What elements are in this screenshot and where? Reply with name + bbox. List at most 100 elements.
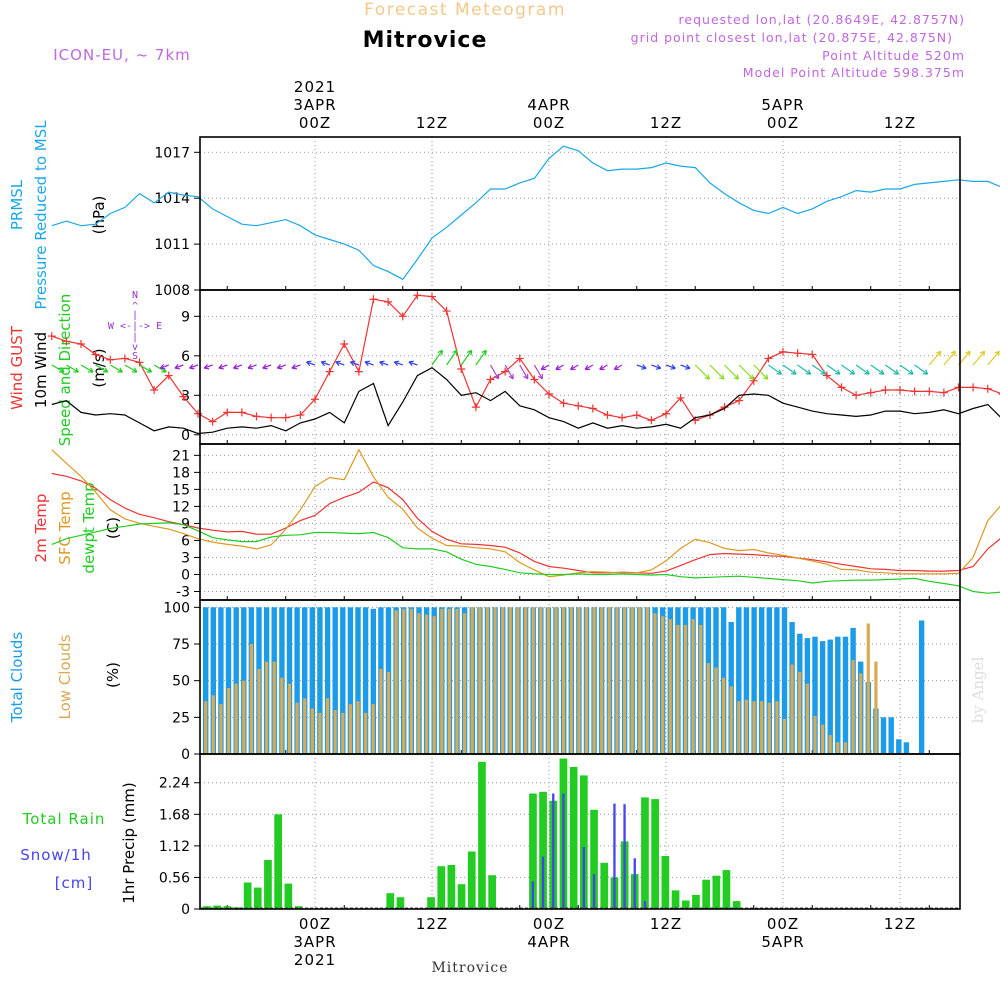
- low-cloud-bar: [379, 668, 383, 754]
- snow-bar: [562, 793, 565, 909]
- gust-point: [91, 350, 100, 359]
- ytick-label-clouds: 0: [181, 747, 190, 763]
- gust-point: [618, 413, 627, 422]
- low-cloud-bar: [584, 607, 589, 754]
- low-cloud-bar: [539, 607, 543, 754]
- low-cloud-bar: [386, 671, 391, 754]
- gust-point: [471, 403, 480, 412]
- ytick-label-pressure: 1011: [154, 237, 190, 253]
- series-prmsl: [51, 145, 1000, 281]
- info-line-2: grid point closest lon,lat (20.875E, 42.…: [631, 30, 953, 45]
- bottom-time-label: 00Z: [767, 915, 799, 933]
- total-cloud-bar: [918, 620, 925, 754]
- wind-direction-arrow: [460, 349, 473, 366]
- low-cloud-bar: [440, 608, 444, 754]
- wind-direction-arrow: [811, 364, 826, 375]
- rain-bar: [274, 814, 282, 909]
- ytick-label-temperature: 21: [172, 448, 190, 464]
- low-cloud-bar: [516, 607, 520, 754]
- top-time-label: 12Z: [650, 114, 682, 132]
- gust-point: [354, 367, 363, 376]
- wind-direction-arrow: [928, 350, 942, 366]
- gust-point: [179, 392, 188, 401]
- compass-we: W <-|-> E: [108, 321, 162, 332]
- total-cloud-bar: [903, 742, 910, 754]
- ytick-label-clouds: 75: [172, 637, 190, 653]
- total-cloud-bar: [241, 607, 247, 754]
- low-cloud-bar: [318, 712, 322, 754]
- panel-clouds: 0 25 50 75 100: [163, 599, 961, 763]
- low-cloud-bar: [371, 704, 375, 754]
- total-cloud-bar: [225, 607, 232, 754]
- wind-direction-arrow: [232, 364, 243, 370]
- snow-bar: [623, 804, 626, 909]
- wind-direction-arrow: [914, 364, 929, 375]
- gust-point: [47, 332, 56, 341]
- rain-bar: [600, 862, 609, 909]
- wind-direction-arrow: [174, 364, 184, 370]
- low-cloud-bar: [699, 624, 703, 754]
- compass-bar-top: |: [132, 310, 138, 321]
- gust-point: [208, 417, 217, 426]
- wind-direction-arrow: [885, 364, 900, 375]
- gust-point: [515, 354, 524, 363]
- low-cloud-bar: [623, 607, 627, 754]
- total-cloud-bar: [347, 607, 354, 754]
- gust-point: [822, 371, 831, 380]
- total-cloud-bar: [362, 607, 369, 754]
- rain-bar: [437, 866, 446, 909]
- gust-point: [969, 383, 978, 392]
- low-cloud-bar: [706, 663, 710, 754]
- series-10m-wind: [51, 366, 1000, 435]
- wind-direction-arrow: [262, 364, 272, 370]
- gust-point: [925, 387, 934, 396]
- rain-bar: [661, 856, 670, 909]
- low-cloud-bar: [813, 715, 817, 754]
- wind-direction-arrow: [139, 364, 153, 373]
- low-cloud-bar: [722, 677, 726, 754]
- rain-bar: [427, 897, 435, 909]
- low-cloud-bar: [828, 734, 832, 754]
- low-cloud-bar: [402, 608, 406, 754]
- top-time-label: 00Z: [767, 114, 799, 132]
- footer-station: Mitrovice: [431, 960, 508, 976]
- rain-bar: [712, 875, 721, 909]
- gust-point: [428, 292, 436, 301]
- rain-bar: [529, 793, 537, 909]
- cloud-labels: Total Clouds Low Clouds (%): [8, 632, 122, 724]
- ytick-label-precipitation: 1.68: [159, 807, 190, 823]
- rain-bar: [478, 761, 486, 909]
- rain-bar: [702, 879, 710, 909]
- snow-bar: [592, 874, 596, 909]
- ytick-label-temperature: 6: [181, 533, 190, 549]
- total-cloud-bar: [210, 607, 216, 754]
- low-cloud-bar: [447, 608, 451, 754]
- ytick-label-clouds: 50: [172, 674, 190, 690]
- wind-unit-label: (m/s): [90, 348, 108, 387]
- gust-point: [603, 411, 612, 420]
- wind-direction-arrow: [665, 364, 676, 370]
- top-time-label: 12Z: [884, 114, 916, 132]
- gust-point: [837, 383, 846, 392]
- wind-direction-arrow: [724, 364, 740, 380]
- low-cloud-bar: [782, 718, 787, 754]
- low-cloud-bar: [508, 607, 512, 754]
- low-cloud-bar: [432, 616, 436, 754]
- low-cloud-bar: [859, 673, 863, 754]
- wind-direction-arrow: [489, 364, 500, 380]
- gust-point: [223, 408, 232, 417]
- low-cloud-bar: [866, 623, 870, 754]
- gust-point: [852, 391, 861, 400]
- total-cloud-bar: [317, 607, 323, 754]
- gust-point: [910, 387, 919, 396]
- total-cloud-bar: [751, 607, 757, 754]
- wind-direction-arrow: [694, 364, 710, 380]
- low-cloud-bar: [630, 607, 634, 754]
- watermark: by Angel: [969, 656, 987, 723]
- wind-direction-arrow: [504, 364, 514, 380]
- low-cloud-bar: [554, 607, 558, 754]
- low-cloud-bar: [546, 607, 550, 754]
- bottom-date-label: 4APR: [527, 933, 570, 951]
- gust-point: [296, 411, 305, 420]
- ytick-label-precipitation: 0.56: [159, 870, 190, 886]
